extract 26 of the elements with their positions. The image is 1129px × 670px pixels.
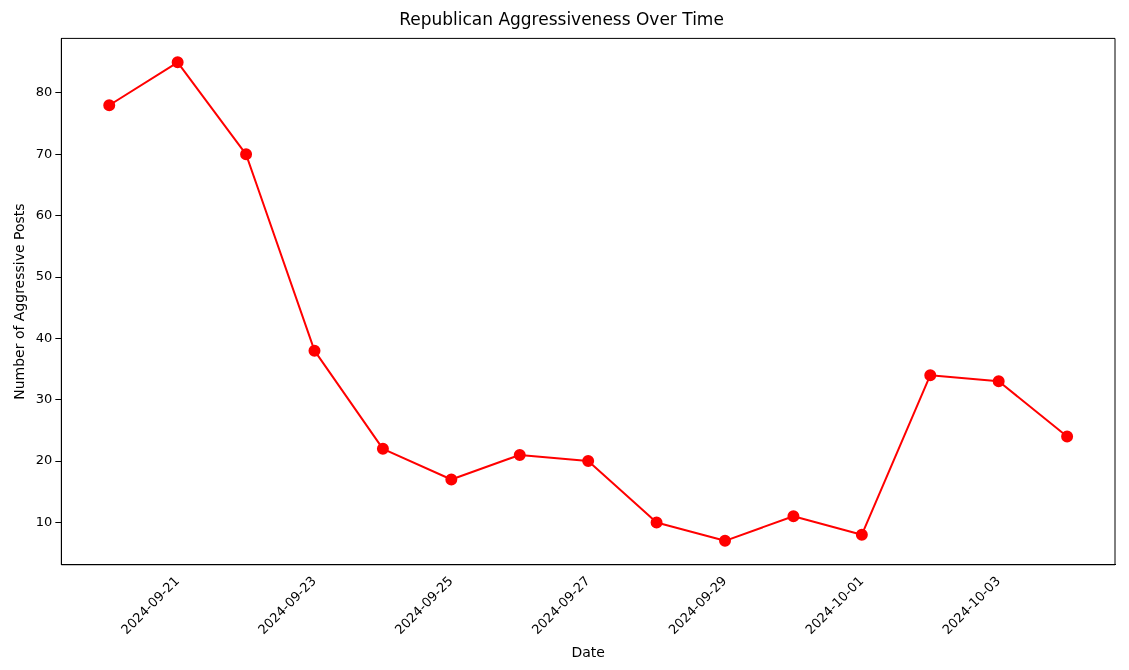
point bbox=[445, 473, 458, 486]
point bbox=[171, 56, 184, 69]
point bbox=[103, 99, 116, 112]
y-tick-label: 30 bbox=[35, 391, 53, 407]
point bbox=[582, 455, 595, 468]
x-axis-title: Date bbox=[571, 644, 605, 661]
y-tick-label: 80 bbox=[35, 84, 53, 100]
chart-title: Republican Aggressiveness Over Time bbox=[399, 8, 724, 29]
y-tick-label: 20 bbox=[35, 452, 53, 468]
y-tick-label: 50 bbox=[35, 268, 53, 284]
y-axis-title: Number of Aggressive Posts bbox=[11, 203, 28, 400]
point bbox=[650, 516, 663, 529]
point bbox=[376, 442, 389, 455]
point bbox=[787, 510, 800, 523]
point bbox=[719, 534, 732, 547]
point bbox=[924, 369, 937, 382]
point bbox=[1061, 430, 1074, 443]
y-tick-label: 10 bbox=[35, 513, 53, 529]
point bbox=[240, 148, 253, 161]
y-tick-label: 40 bbox=[35, 329, 53, 345]
point bbox=[308, 344, 321, 357]
point bbox=[855, 528, 868, 541]
point bbox=[513, 448, 526, 461]
point bbox=[992, 375, 1005, 388]
y-tick-label: 70 bbox=[35, 145, 53, 161]
y-tick-label: 60 bbox=[35, 207, 53, 223]
